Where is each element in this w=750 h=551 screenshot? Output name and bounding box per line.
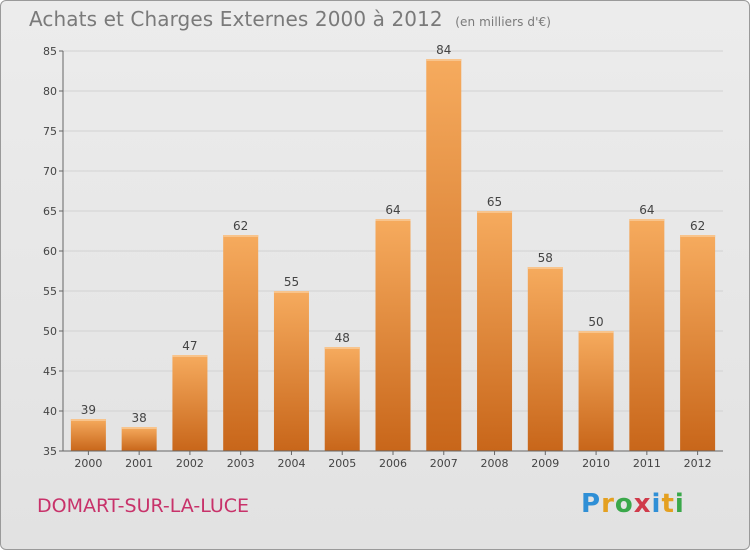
bar-highlight bbox=[324, 347, 360, 349]
x-tick-label-2003: 2003 bbox=[227, 457, 255, 470]
x-tick-label-2008: 2008 bbox=[481, 457, 509, 470]
bar-2006 bbox=[375, 219, 411, 451]
y-tick-label: 85 bbox=[43, 45, 57, 58]
data-label-2001: 38 bbox=[132, 411, 147, 425]
bar-highlight bbox=[223, 235, 259, 237]
y-tick-label: 40 bbox=[43, 405, 57, 418]
x-tick-label-2002: 2002 bbox=[176, 457, 204, 470]
data-label-2008: 65 bbox=[487, 195, 502, 209]
bar-2010 bbox=[578, 331, 614, 451]
logo-letter: t bbox=[661, 489, 675, 519]
data-label-2009: 58 bbox=[538, 251, 553, 265]
chart-unit: (en milliers d'€) bbox=[455, 15, 552, 29]
logo-letter: x bbox=[633, 489, 652, 519]
bar-highlight bbox=[273, 291, 309, 293]
bar-2011 bbox=[629, 219, 665, 451]
bar-highlight bbox=[680, 235, 716, 237]
x-tick-label-2006: 2006 bbox=[379, 457, 407, 470]
x-tick-label-2004: 2004 bbox=[277, 457, 305, 470]
logo-letter: P bbox=[581, 489, 602, 519]
bar-2007 bbox=[426, 59, 462, 451]
x-tick-label-2007: 2007 bbox=[430, 457, 458, 470]
bar-highlight bbox=[527, 267, 563, 269]
y-tick-label: 75 bbox=[43, 125, 57, 138]
bar-2012 bbox=[680, 235, 716, 451]
bar-highlight bbox=[375, 219, 411, 221]
logo-letter: i bbox=[651, 489, 662, 519]
bar-highlight bbox=[629, 219, 665, 221]
logo-letter: o bbox=[614, 489, 634, 519]
y-tick-label: 60 bbox=[43, 245, 57, 258]
y-tick-label: 65 bbox=[43, 205, 57, 218]
bar-2009 bbox=[527, 267, 563, 451]
y-tick-label: 70 bbox=[43, 165, 57, 178]
data-label-2000: 39 bbox=[81, 403, 96, 417]
x-tick-label-2005: 2005 bbox=[328, 457, 356, 470]
x-tick-label-2001: 2001 bbox=[125, 457, 153, 470]
bar-2008 bbox=[477, 211, 513, 451]
bars: 39 38 47 62 55 48 64 84 65 58 50 64 62 bbox=[70, 43, 716, 451]
bar-highlight bbox=[121, 427, 157, 429]
bar-2002 bbox=[172, 355, 208, 451]
bar-highlight bbox=[578, 331, 614, 333]
data-label-2005: 48 bbox=[335, 331, 350, 345]
bar-2000 bbox=[70, 419, 106, 451]
data-label-2006: 64 bbox=[385, 203, 400, 217]
logo-letter: r bbox=[601, 489, 615, 519]
bar-2003 bbox=[223, 235, 259, 451]
data-label-2012: 62 bbox=[690, 219, 705, 233]
proxiti-logo: Proxiti bbox=[581, 489, 685, 519]
data-label-2002: 47 bbox=[182, 339, 197, 353]
bar-highlight bbox=[172, 355, 208, 357]
data-label-2003: 62 bbox=[233, 219, 248, 233]
data-label-2007: 84 bbox=[436, 43, 451, 57]
bar-2005 bbox=[324, 347, 360, 451]
x-tick-label-2009: 2009 bbox=[531, 457, 559, 470]
y-tick-label: 80 bbox=[43, 85, 57, 98]
commune-name: DOMART-SUR-LA-LUCE bbox=[37, 495, 250, 517]
data-label-2004: 55 bbox=[284, 275, 299, 289]
bar-highlight bbox=[477, 211, 513, 213]
bar-highlight bbox=[426, 59, 462, 61]
bar-highlight bbox=[70, 419, 106, 421]
x-tick-label-2012: 2012 bbox=[684, 457, 712, 470]
chart-title: Achats et Charges Externes 2000 à 2012 (… bbox=[29, 7, 551, 31]
data-label-2011: 64 bbox=[639, 203, 654, 217]
logo-letter: i bbox=[674, 489, 685, 519]
bar-2001 bbox=[121, 427, 157, 451]
x-tick-label-2010: 2010 bbox=[582, 457, 610, 470]
data-label-2010: 50 bbox=[588, 315, 603, 329]
chart-title-text: Achats et Charges Externes 2000 à 2012 bbox=[29, 7, 443, 31]
bar-2004 bbox=[273, 291, 309, 451]
y-tick-label: 50 bbox=[43, 325, 57, 338]
x-tick-label-2011: 2011 bbox=[633, 457, 661, 470]
y-tick-label: 55 bbox=[43, 285, 57, 298]
y-tick-label: 35 bbox=[43, 445, 57, 458]
axes: 35 40 45 50 55 60 65 70 75 80 85 2000 2001 2002 2003 20… bbox=[43, 45, 723, 470]
y-tick-label: 45 bbox=[43, 365, 57, 378]
x-tick-label-2000: 2000 bbox=[74, 457, 102, 470]
